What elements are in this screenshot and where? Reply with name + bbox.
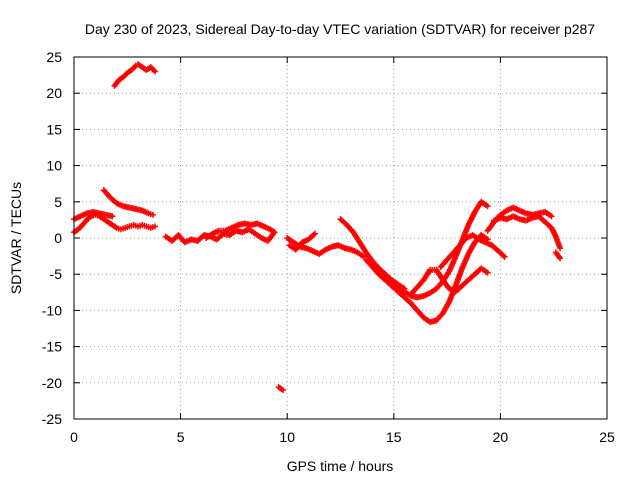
ticks (73, 56, 608, 420)
data-point (501, 253, 508, 260)
y-tick-label: 5 (54, 194, 62, 210)
data-point (271, 229, 278, 236)
x-tick-label: 0 (70, 429, 78, 445)
x-tick-label: 15 (386, 429, 402, 445)
plot-frame (73, 56, 608, 420)
data-point (152, 68, 159, 75)
y-tick-label: 15 (46, 121, 62, 137)
x-tick-label: 10 (279, 429, 295, 445)
data-point (557, 245, 564, 252)
data-point (484, 269, 491, 276)
y-tick-label: -5 (50, 266, 63, 282)
y-axis-label: SDTVAR / TECUs (8, 182, 24, 294)
data-marks (71, 61, 564, 394)
y-tick-label: -10 (42, 302, 62, 318)
data-point (149, 211, 156, 218)
y-tick-label: 20 (46, 85, 62, 101)
tick-labels: 0 5 10 15 20 25 25 20 15 10 5 0 -5 -10 -15 -20 -25 (42, 49, 615, 445)
data-point (279, 387, 286, 394)
data-point (484, 203, 491, 210)
data-point (548, 213, 555, 220)
y-tick-label: 25 (46, 49, 62, 65)
x-tick-label: 20 (493, 429, 509, 445)
data-point (311, 230, 318, 237)
chart-title: Day 230 of 2023, Sidereal Day-to-day VTE… (85, 21, 595, 37)
y-tick-label: 0 (54, 230, 62, 246)
data-point (557, 255, 564, 262)
x-axis-label: GPS time / hours (287, 458, 394, 474)
x-tick-label: 5 (177, 429, 185, 445)
data-point (152, 223, 159, 230)
y-tick-label: -15 (42, 339, 62, 355)
data-point (109, 213, 116, 220)
x-tick-label: 25 (599, 429, 615, 445)
y-tick-label: -25 (42, 411, 62, 427)
y-tick-label: -20 (42, 375, 62, 391)
y-tick-label: 10 (46, 158, 62, 174)
grid (74, 57, 607, 419)
